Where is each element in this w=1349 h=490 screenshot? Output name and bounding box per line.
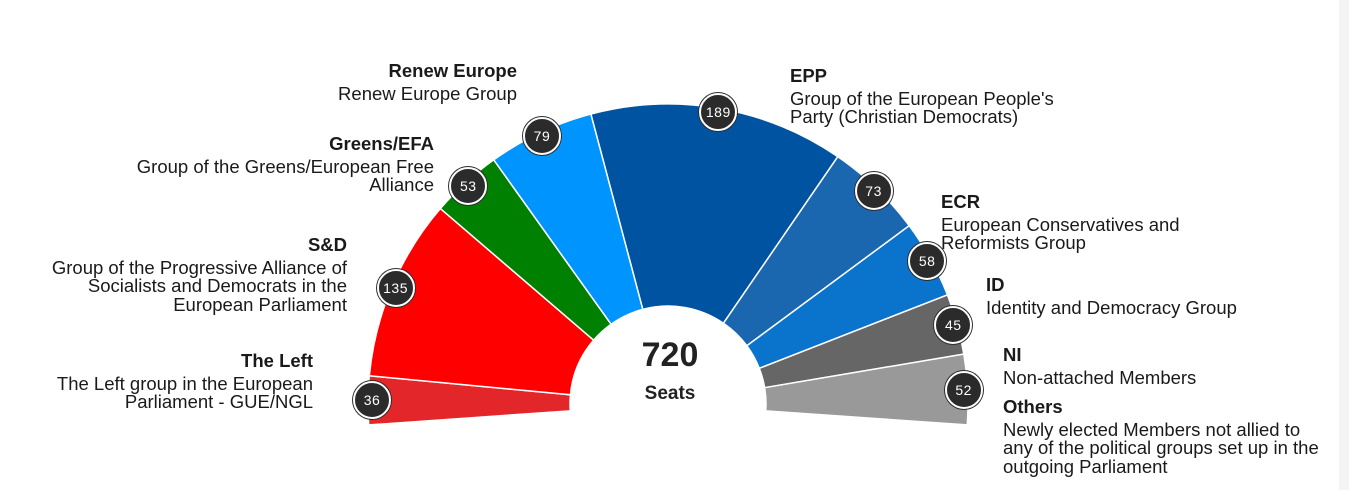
label-renew: Renew Europe Renew Europe Group [217, 60, 518, 104]
label-others-short: Others [1003, 396, 1063, 417]
label-left-full: The Left group in the European Parliamen… [56, 372, 313, 412]
page-edge [1339, 0, 1349, 490]
label-renew-full: Renew Europe Group [338, 82, 517, 104]
label-id-full: Identity and Democracy Group [986, 296, 1237, 318]
badge-greens: 53 [449, 166, 488, 205]
label-id: ID Identity and Democracy Group [986, 274, 1316, 318]
label-ni: NI Non-attached Members [1003, 344, 1303, 388]
label-id-short: ID [986, 274, 1005, 295]
badge-renew: 79 [522, 117, 561, 156]
badge-ni: 45 [934, 306, 973, 345]
label-ni-short: NI [1003, 344, 1022, 365]
label-sd-full: Group of the Progressive Alliance of Soc… [51, 256, 347, 315]
badge-epp: 189 [699, 93, 738, 132]
badge-left: 36 [353, 381, 392, 420]
total-seats-caption: Seats [644, 383, 696, 404]
label-others-full: Newly elected Members not allied to any … [1003, 418, 1319, 477]
label-sd-short: S&D [307, 234, 347, 255]
badge-ecr: 73 [854, 172, 893, 211]
label-others: Others Newly elected Members not allied … [1003, 396, 1333, 477]
badge-id: 58 [908, 241, 947, 280]
label-left: The Left The Left group in the European … [13, 350, 313, 412]
total-seats: 720 [641, 336, 699, 374]
segment-epp [590, 103, 839, 325]
label-left-short: The Left [241, 350, 313, 371]
label-greens: Greens/EFA Group of the Greens/European … [74, 133, 434, 195]
label-sd: S&D Group of the Progressive Alliance of… [17, 234, 347, 315]
label-ecr-full: European Conservatives and Reformists Gr… [941, 213, 1180, 253]
label-greens-full: Group of the Greens/European Free Allian… [136, 155, 434, 195]
label-epp-short: EPP [790, 65, 828, 86]
badge-others: 52 [944, 370, 983, 409]
label-ecr-short: ECR [941, 191, 981, 212]
badge-sd: 135 [376, 269, 415, 308]
label-epp-full: Group of the European People's Party (Ch… [790, 87, 1054, 127]
segment-sd [368, 207, 595, 396]
label-epp: EPP Group of the European People's Party… [790, 65, 1100, 127]
label-ni-full: Non-attached Members [1003, 366, 1197, 388]
label-greens-short: Greens/EFA [329, 133, 434, 154]
label-renew-short: Renew Europe [388, 60, 518, 81]
label-ecr: ECR European Conservatives and Reformist… [941, 191, 1231, 253]
